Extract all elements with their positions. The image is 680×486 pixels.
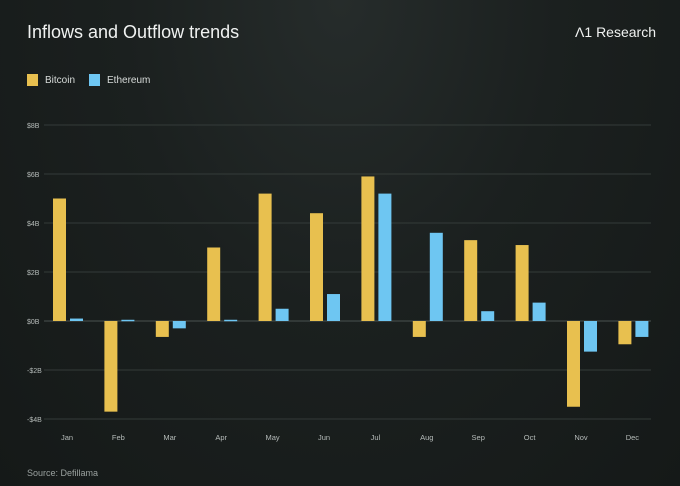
y-tick-label: $8B <box>27 123 40 130</box>
bar-bitcoin-dec <box>618 321 632 345</box>
bar-ethereum-may <box>275 308 289 321</box>
legend-label: Bitcoin <box>45 74 76 86</box>
chart-title: Inflows and Outflow trends <box>27 22 240 42</box>
legend: Bitcoin Ethereum <box>27 74 164 86</box>
bar-ethereum-jan <box>70 318 83 321</box>
bar-ethereum-jul <box>378 193 392 321</box>
x-tick-label: Jun <box>318 433 330 442</box>
y-tick-label: $0B <box>27 319 40 326</box>
x-tick-label: Mar <box>163 433 176 442</box>
y-tick-label: -$2B <box>27 368 42 375</box>
bar-bitcoin-jul <box>361 176 375 321</box>
x-tick-label: Feb <box>112 433 125 442</box>
bar-ethereum-dec <box>635 321 649 337</box>
x-tick-label: Jul <box>371 433 381 442</box>
x-tick-label: Oct <box>524 433 537 442</box>
x-tick-label: May <box>266 433 280 442</box>
bar-ethereum-nov <box>584 321 597 352</box>
y-tick-label: -$4B <box>27 417 42 424</box>
y-tick-label: $2B <box>27 270 40 277</box>
source-note: Source: Defillama <box>27 468 99 478</box>
bar-bitcoin-jun <box>310 213 323 321</box>
bar-bitcoin-aug <box>412 321 426 337</box>
bar-ethereum-sep <box>481 311 495 321</box>
x-tick-label: Dec <box>626 433 640 442</box>
bar-bitcoin-sep <box>464 240 478 321</box>
bar-bitcoin-apr <box>207 247 221 321</box>
legend-label: Ethereum <box>107 74 151 86</box>
bar-bitcoin-feb <box>104 321 118 412</box>
bar-ethereum-aug <box>429 232 443 321</box>
x-tick-label: Sep <box>472 433 485 442</box>
bar-bitcoin-oct <box>515 245 529 321</box>
legend-item-ethereum: Ethereum <box>89 74 150 86</box>
bar-ethereum-oct <box>532 302 546 321</box>
x-tick-label: Apr <box>215 433 227 442</box>
bar-ethereum-feb <box>121 319 135 322</box>
y-tick-label: $6B <box>27 172 40 179</box>
bar-bitcoin-jan <box>53 198 66 321</box>
y-tick-label: $4B <box>27 221 40 228</box>
legend-swatch-bitcoin <box>27 74 38 86</box>
x-tick-label: Jan <box>61 433 73 442</box>
x-tick-label: Aug <box>420 433 433 442</box>
bar-bitcoin-nov <box>567 321 580 407</box>
bar-ethereum-apr <box>224 319 238 322</box>
bar-bitcoin-may <box>258 193 272 321</box>
x-tick-label: Nov <box>574 433 588 442</box>
bar-ethereum-mar <box>172 321 186 329</box>
legend-swatch-ethereum <box>89 74 101 86</box>
legend-item-bitcoin: Bitcoin <box>27 74 75 86</box>
brand-logo: Λ1 Research <box>575 24 656 40</box>
bar-bitcoin-mar <box>155 321 169 337</box>
bar-ethereum-jun <box>327 294 340 321</box>
